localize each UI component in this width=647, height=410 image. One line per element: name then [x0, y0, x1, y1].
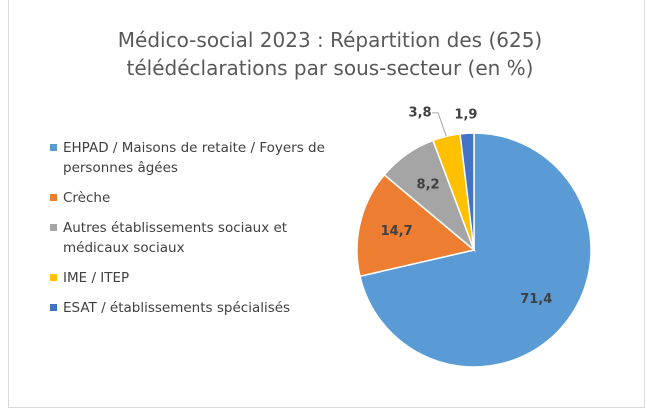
data-label: 1,9	[454, 108, 477, 123]
legend-swatch	[50, 144, 57, 151]
legend-item: ESAT / établissements spécialisés	[50, 298, 335, 318]
data-label: 3,8	[409, 105, 432, 120]
legend-swatch	[50, 194, 57, 201]
pie-slice	[359, 132, 592, 368]
legend-item: EHPAD / Maisons de retaite / Foyers de p…	[50, 138, 335, 178]
data-label: 14,7	[381, 224, 413, 239]
legend-label: EHPAD / Maisons de retaite / Foyers de p…	[63, 140, 325, 176]
legend-label: Autres établissements sociaux et médicau…	[63, 220, 288, 256]
legend-swatch	[50, 304, 57, 311]
legend-swatch	[50, 274, 57, 281]
legend-item: IME / ITEP	[50, 268, 335, 288]
legend-label: ESAT / établissements spécialisés	[63, 300, 291, 316]
legend-item: Crèche	[50, 188, 335, 208]
legend-item: Autres établissements sociaux et médicau…	[50, 218, 335, 258]
pie-slice	[356, 173, 476, 278]
pie-slice	[459, 132, 475, 251]
legend-label: IME / ITEP	[63, 270, 130, 286]
legend-swatch	[50, 224, 57, 231]
data-label: 71,4	[520, 292, 552, 307]
chart-title: Médico-social 2023 : Répartition des (62…	[117, 28, 543, 80]
chart-frame	[8, 0, 645, 408]
legend: EHPAD / Maisons de retaite / Foyers de p…	[50, 138, 335, 328]
leader-line	[432, 112, 447, 137]
data-label: 8,2	[417, 178, 440, 193]
legend-label: Crèche	[63, 190, 111, 206]
